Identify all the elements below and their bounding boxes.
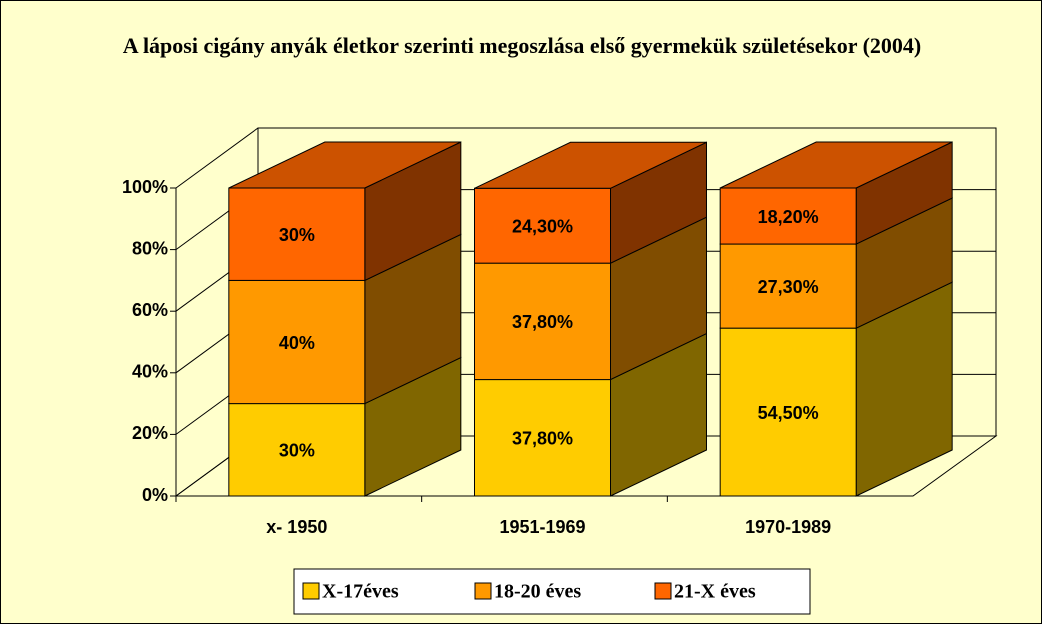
value-label: 24,30%: [512, 216, 573, 236]
value-label: 27,30%: [758, 277, 819, 297]
legend-swatch: [302, 582, 320, 600]
value-label: 30%: [279, 225, 315, 245]
bar: [228, 187, 366, 281]
legend-label: X-17éves: [322, 581, 399, 603]
bar: [474, 379, 611, 497]
value-label: 37,80%: [512, 429, 573, 449]
value-label: 54,50%: [758, 403, 819, 423]
y-tick-label: 40%: [132, 362, 168, 382]
bar: [719, 187, 857, 245]
x-tick-label: 1970-1989: [745, 517, 831, 537]
value-label: 40%: [279, 333, 315, 353]
x-tick-label: x- 1950: [266, 517, 327, 537]
y-tick-label: 100%: [122, 177, 168, 197]
legend-label: 18-20 éves: [494, 581, 581, 603]
y-tick-label: 60%: [132, 300, 168, 320]
y-tick-label: 20%: [132, 423, 168, 443]
legend-swatch: [654, 582, 672, 600]
bar: [228, 279, 366, 405]
value-label: 18,20%: [758, 207, 819, 227]
chart-title: A láposi cigány anyák életkor szerinti m…: [122, 33, 922, 58]
bar: [474, 262, 611, 381]
legend-label: 21-X éves: [674, 581, 756, 603]
legend-box: [293, 568, 811, 615]
y-tick-label: 0%: [142, 485, 168, 505]
x-tick-label: 1951-1969: [499, 517, 585, 537]
y-tick-label: 80%: [132, 238, 168, 258]
bar-top: [474, 141, 707, 189]
bar: [719, 327, 857, 497]
bar-top: [228, 141, 462, 189]
bar: [228, 403, 366, 497]
value-label: 37,80%: [512, 312, 573, 332]
value-label: 30%: [279, 441, 315, 461]
legend-swatch: [474, 582, 492, 600]
bar: [719, 243, 857, 329]
bar-top: [719, 141, 953, 189]
grid-line: [175, 127, 259, 189]
bar: [474, 187, 611, 264]
